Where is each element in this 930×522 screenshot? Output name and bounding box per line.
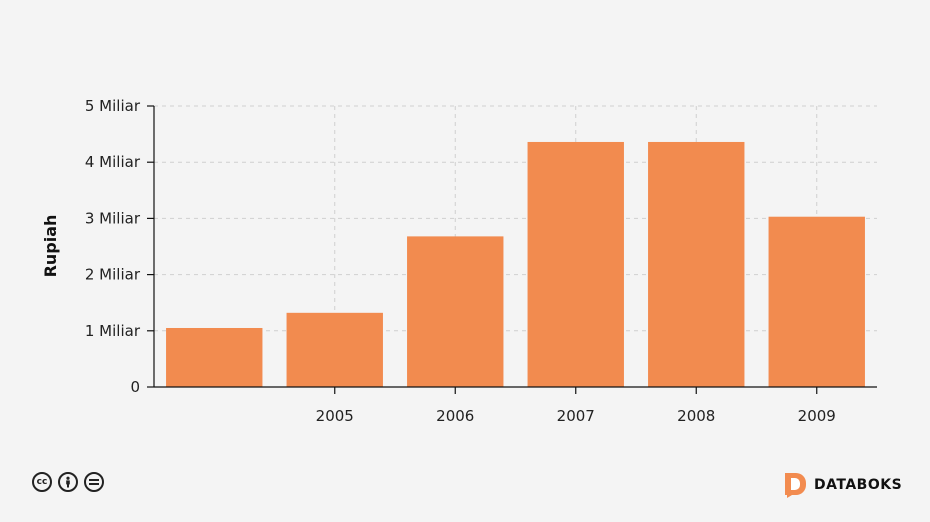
attribution-icon <box>58 472 78 492</box>
bar-layer <box>166 141 865 387</box>
bar <box>648 141 745 387</box>
cc-icon: cc <box>32 472 52 492</box>
y-tick-label: 2 Miliar <box>85 266 141 284</box>
bar <box>286 312 383 387</box>
y-tick-label: 1 Miliar <box>85 322 141 340</box>
no-derivatives-icon <box>84 472 104 492</box>
bar <box>768 216 865 387</box>
bar <box>166 327 263 387</box>
x-tick-label: 2007 <box>557 407 595 425</box>
y-tick-label: 5 Miliar <box>85 97 141 115</box>
brand-name: DATABOKS <box>814 477 903 493</box>
license-badges: cc <box>32 472 104 492</box>
bar <box>407 236 504 387</box>
brand-logo: DATABOKS <box>783 472 902 498</box>
y-tick-label: 3 Miliar <box>85 209 141 227</box>
x-tick-label: 2009 <box>798 407 836 425</box>
x-tick-label: 2008 <box>677 407 715 425</box>
y-axis-title: Rupiah <box>41 215 60 278</box>
axis-layer: 0 1 Miliar 2 Miliar 3 Miliar 4 Miliar 5 Milia… <box>85 97 877 425</box>
x-tick-label: 2005 <box>316 407 354 425</box>
y-tick-label: 4 Miliar <box>85 153 141 171</box>
y-tick-label: 0 <box>130 378 140 396</box>
databoks-logo-icon <box>785 473 806 498</box>
x-tick-label: 2006 <box>436 407 474 425</box>
bar <box>527 141 624 387</box>
